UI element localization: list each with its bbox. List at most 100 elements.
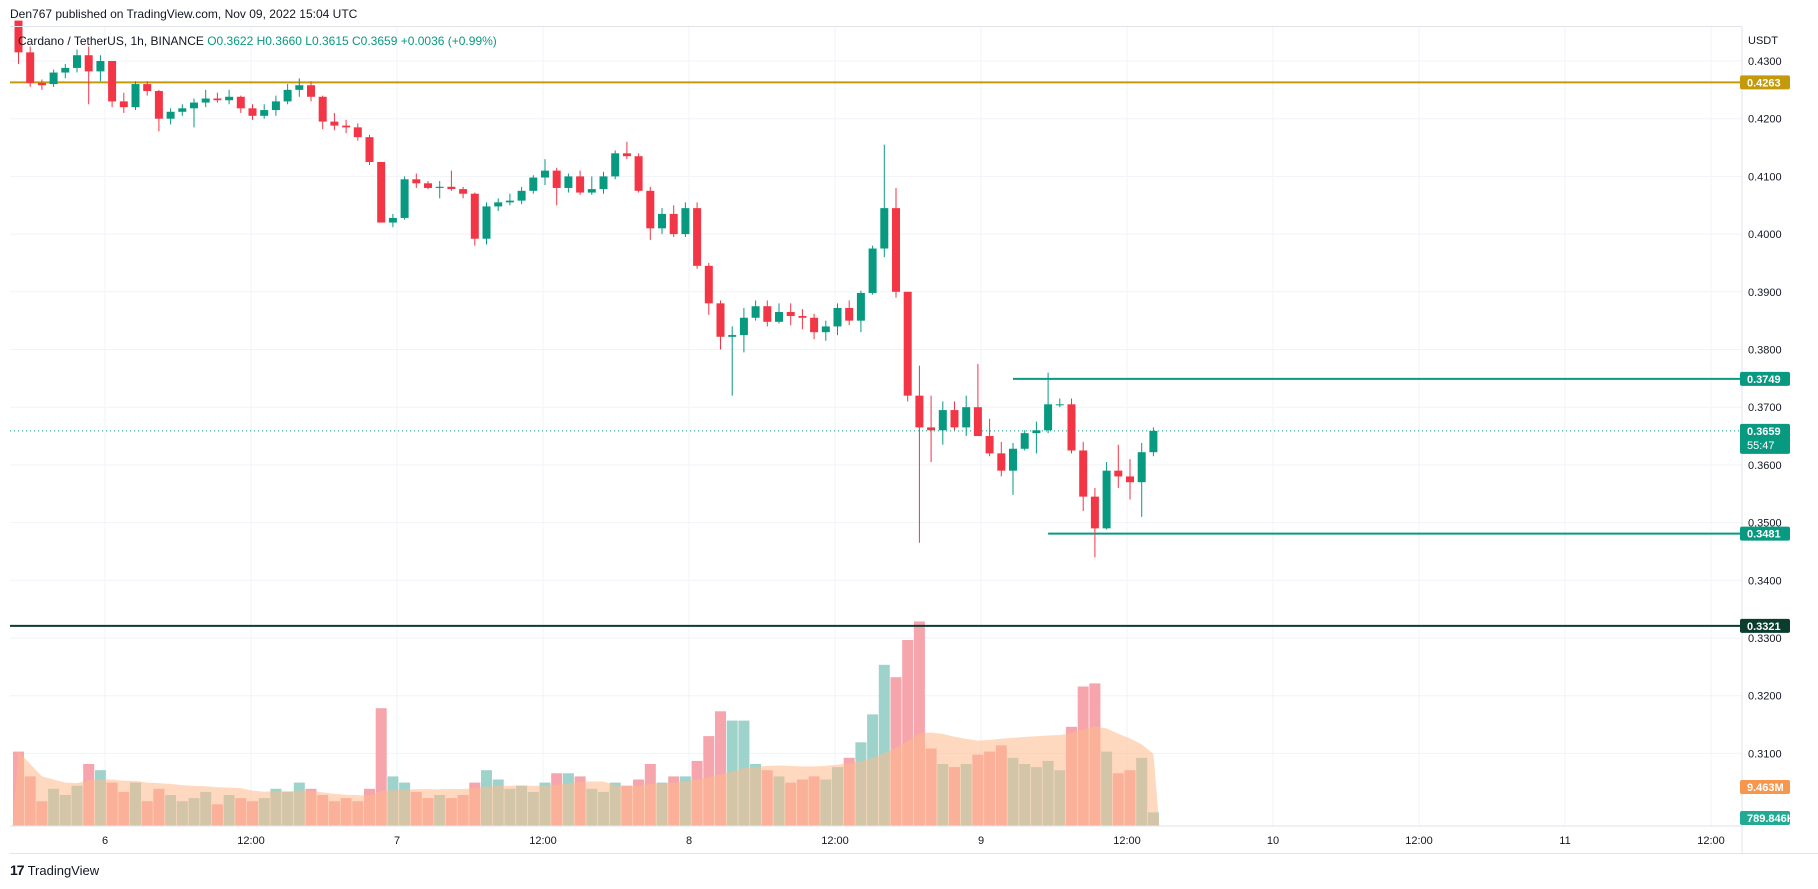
candle (1102, 462, 1111, 530)
candle-body (1149, 430, 1158, 453)
volume-tag-bg (1740, 811, 1790, 825)
candle (903, 291, 912, 402)
candle-body (365, 137, 374, 162)
time-tick-label: 12:00 (1405, 835, 1433, 847)
candle-body (681, 208, 690, 235)
candle (143, 81, 152, 96)
candle-body (178, 108, 187, 112)
candle (26, 46, 35, 87)
candle (459, 186, 468, 199)
candle-body (213, 98, 222, 101)
time-axis[interactable]: 6 12:00 7 12:00 8 12:00 9 12:00 10 12:00 11 12:00 (10, 825, 1742, 847)
candle-body (1020, 433, 1029, 449)
candle-body (915, 395, 924, 428)
candle-body (236, 96, 245, 109)
candle (915, 365, 924, 543)
candle-body (61, 67, 70, 73)
candle (576, 170, 585, 195)
candle (365, 134, 374, 165)
candle (658, 208, 666, 235)
symbol-name[interactable]: Cardano / TetherUS, 1h, BINANCE (18, 34, 204, 48)
candle-body (143, 84, 152, 92)
candle-body (950, 410, 959, 428)
time-tick-label: 12:00 (529, 835, 557, 847)
candle (295, 78, 304, 97)
candle (248, 104, 257, 120)
candle-body (938, 410, 947, 431)
candle-body (84, 55, 93, 72)
candle (681, 202, 690, 237)
level-tag-bg (1740, 526, 1790, 541)
candle (271, 95, 280, 116)
candle (119, 92, 128, 113)
candle-body (412, 179, 421, 184)
candle-body (564, 176, 573, 188)
price-axis-unit: USDT (1748, 35, 1778, 47)
candle-body (119, 101, 128, 108)
candle (225, 89, 234, 105)
candle-body (353, 127, 362, 138)
candle (552, 167, 561, 206)
tradingview-footer[interactable]: 17 TradingView (10, 862, 99, 878)
candle (541, 159, 549, 186)
volume-bar (715, 711, 726, 826)
price-tick-label: 0.3100 (1748, 748, 1782, 760)
candle-body (1009, 448, 1017, 471)
time-tick-label: 7 (394, 835, 400, 847)
price-tick-label: 0.3800 (1748, 345, 1782, 357)
candle-body (646, 190, 655, 229)
candle (61, 63, 70, 79)
volume-ma-area (12, 726, 1160, 826)
candle-body (763, 306, 772, 322)
candle (1126, 459, 1134, 500)
volume-ma-tag-bg (1740, 780, 1790, 794)
candle-body (880, 208, 889, 249)
volume-bar (375, 708, 387, 826)
candle (880, 144, 889, 258)
price-tick-label: 0.3700 (1748, 402, 1782, 414)
candle-body (517, 190, 526, 201)
time-tick-label: 12:00 (237, 835, 265, 847)
level-tag-bg (1740, 618, 1790, 633)
candle (763, 300, 772, 327)
candle (833, 303, 842, 336)
volume-bar (913, 621, 925, 826)
candle (400, 176, 409, 220)
candle-body (973, 407, 982, 437)
candles (14, 20, 1158, 558)
time-tick-label: 12:00 (821, 835, 849, 847)
candle-body (283, 89, 292, 102)
candle-body (775, 311, 783, 322)
candle (775, 303, 783, 324)
candle (49, 69, 58, 87)
candle-body (1079, 450, 1088, 497)
candle (810, 313, 819, 340)
last-price-tag: 0.3659 55:47 (1740, 423, 1790, 454)
level-tag: 0.3321 (1740, 618, 1790, 633)
candle-body (154, 91, 163, 119)
candle-body (622, 153, 631, 157)
time-tick-label: 9 (978, 835, 984, 847)
candle-body (1102, 470, 1111, 529)
candle (353, 123, 362, 141)
price-tick-label: 0.3600 (1748, 460, 1782, 472)
price-tick-label: 0.4300 (1748, 56, 1782, 68)
chart-grid (10, 27, 1742, 826)
candle-body (190, 102, 198, 109)
price-tags: 0.4263 0.3749 0.3481 0.3321 0.3659 55:47 9.463… (1740, 75, 1795, 825)
candle (564, 173, 573, 193)
candle-body (505, 200, 514, 203)
candle-body (459, 189, 468, 194)
price-tick-label: 0.4000 (1748, 229, 1782, 241)
volume-histogram (12, 621, 1160, 826)
candle (505, 193, 514, 206)
candle-body (108, 61, 117, 102)
candle (517, 186, 526, 205)
candle-body (997, 453, 1006, 471)
level-tag: 0.3481 (1740, 526, 1790, 541)
candle (693, 202, 702, 269)
ohlc-values: O0.3622 H0.3660 L0.3615 C0.3659 +0.0036 … (207, 34, 497, 48)
candle-body (634, 156, 643, 191)
candle (845, 300, 854, 326)
